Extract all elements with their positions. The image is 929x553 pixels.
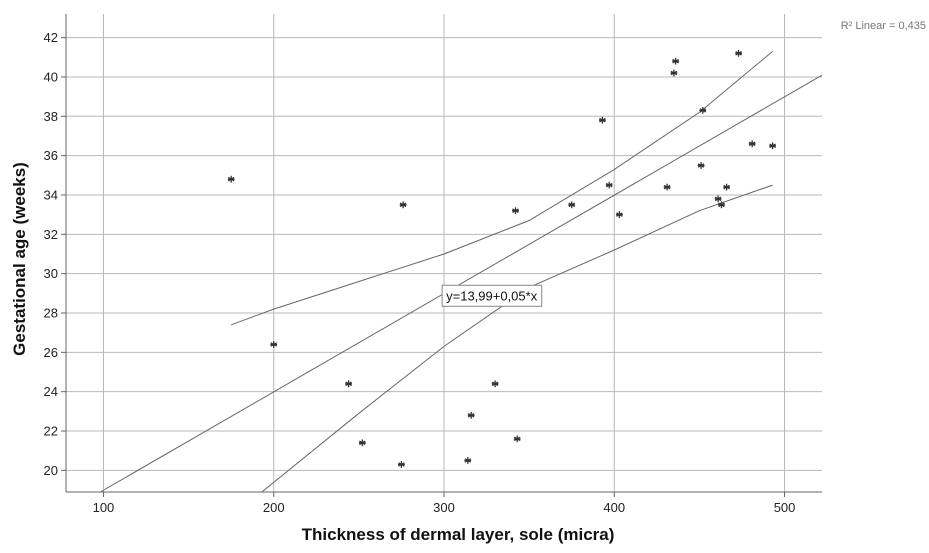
data-point: [748, 140, 756, 148]
data-point: [718, 201, 725, 209]
y-tick-label: 20: [44, 463, 58, 478]
fit-line-group: [100, 74, 823, 493]
confidence-band: [231, 51, 773, 493]
confidence-lower-line: [261, 184, 773, 493]
y-tick-label: 30: [44, 266, 58, 281]
data-point: [723, 183, 730, 191]
confidence-upper-line: [231, 51, 773, 326]
x-tick-label: 500: [774, 500, 796, 515]
data-point: [512, 207, 519, 215]
data-point: [769, 142, 776, 150]
fit-equation-label: y=13,99+0,05*x: [441, 284, 543, 307]
data-point: [467, 411, 475, 419]
data-point: [735, 49, 742, 57]
data-point: [672, 57, 679, 65]
data-points: [227, 49, 776, 468]
y-tick-label: 36: [44, 148, 58, 163]
data-point: [464, 457, 472, 464]
y-tick-label: 42: [44, 30, 58, 45]
y-tick-label: 34: [44, 187, 58, 202]
x-axis-title: Thickness of dermal layer, sole (micra): [302, 525, 615, 544]
data-point: [568, 201, 576, 209]
data-point: [663, 183, 671, 191]
data-point: [670, 69, 678, 77]
y-axis-title: Gestational age (weeks): [10, 162, 29, 356]
x-tick-label: 300: [433, 500, 455, 515]
x-tick-label: 100: [93, 500, 115, 515]
fit-equation-text: y=13,99+0,05*x: [446, 288, 538, 303]
y-tick-label: 22: [44, 424, 58, 439]
y-tick-label: 26: [44, 345, 58, 360]
fit-line: [100, 74, 823, 493]
labels: 20 22 24 26 28 30 32 34 36 38 40 42 100 200 300 400 500 y…: [10, 20, 926, 544]
y-tick-label: 40: [44, 69, 58, 84]
r2-label: R² Linear = 0,435: [841, 20, 926, 32]
data-point: [358, 439, 366, 447]
data-point: [699, 107, 707, 114]
data-point: [697, 162, 705, 169]
data-point: [513, 435, 521, 443]
data-point: [491, 380, 499, 388]
data-point: [345, 380, 353, 388]
x-tick-label: 400: [603, 500, 625, 515]
data-point: [397, 461, 405, 468]
data-point: [399, 201, 407, 209]
grid-lines: [66, 14, 822, 492]
data-point: [599, 116, 606, 124]
axes: [61, 14, 822, 497]
y-tick-label: 32: [44, 227, 58, 242]
data-point: [616, 211, 623, 219]
y-tick-label: 38: [44, 109, 58, 124]
y-tick-label: 24: [44, 384, 58, 399]
data-point: [714, 195, 722, 203]
x-tick-label: 200: [263, 500, 285, 515]
data-point: [227, 175, 235, 183]
data-point: [605, 181, 613, 189]
fit-equation-box: [441, 284, 543, 307]
y-tick-label: 28: [44, 305, 58, 320]
data-point: [270, 341, 278, 348]
